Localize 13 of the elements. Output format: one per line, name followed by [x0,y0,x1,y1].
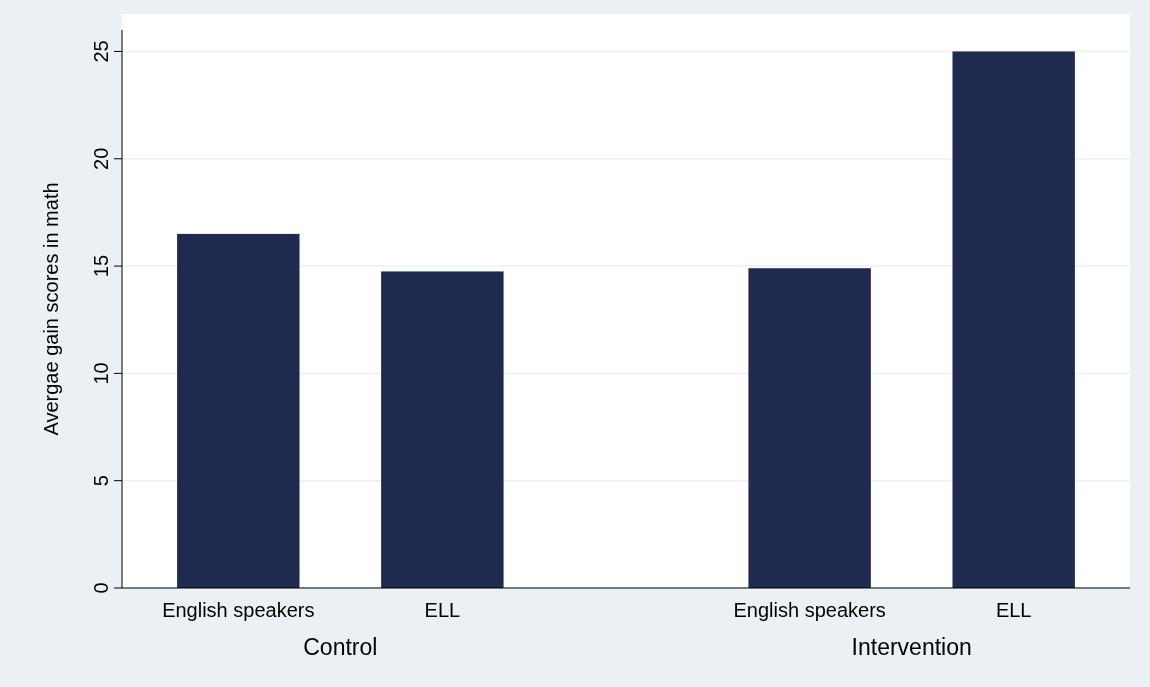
text: Control [303,634,378,660]
x-tick-label: English speakers [162,599,315,621]
x-tick-label: English speakers [733,599,886,621]
y-tick-label: 25 [90,40,112,63]
text: Intervention [851,634,972,660]
x-tick-label: ELL [424,599,461,621]
x-tick-label: ELL [995,599,1032,621]
y-tick-label: 5 [90,475,112,487]
y-tick-label: 10 [90,362,112,385]
y-tick-label: 15 [90,254,112,278]
y-tick-label: 20 [90,147,112,170]
y-tick-label: 0 [90,582,112,594]
y-axis-title: Avergae gain scores in math [40,182,62,436]
